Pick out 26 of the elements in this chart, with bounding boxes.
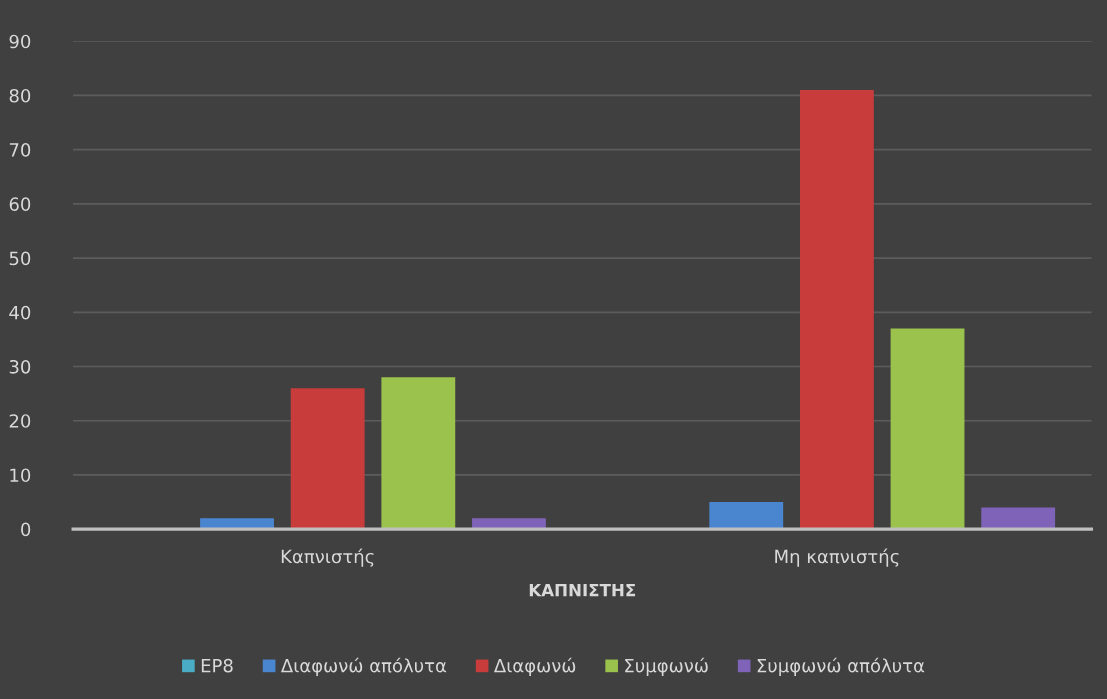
legend-label: Συμφωνώ απόλυτα [757,657,925,676]
x-tick-label: Μη καπνιστής [775,548,899,567]
y-tick-label: 20 [9,414,31,428]
y-tick-label: 90 [9,34,31,49]
legend-label: Διαφωνώ [493,657,576,676]
y-tick-label: 50 [9,251,31,266]
y-tick-label: 30 [9,359,31,374]
y-tick-label: 10 [10,468,31,483]
bar [200,518,274,530]
legend-label: Συμφωνώ [625,657,708,676]
y-tick-label: 80 [9,88,31,103]
bar [709,502,784,530]
bar [890,328,965,530]
x-axis-title: ΚΑΠΝΙΣΤΗΣ [529,584,636,597]
bar [981,507,1056,530]
x-tick-label: Καπνιστής [281,548,374,567]
bar [290,388,365,530]
bar [381,377,456,530]
bar [472,518,546,530]
y-tick-label: 70 [9,143,31,157]
bar [799,90,874,530]
y-tick-label: 0 [21,522,31,537]
legend-label: EP8 [201,658,233,673]
y-tick-label: 40 [9,305,31,320]
y-tick-label: 60 [9,197,31,211]
legend-label: Διαφωνώ απόλυτα [280,657,447,676]
